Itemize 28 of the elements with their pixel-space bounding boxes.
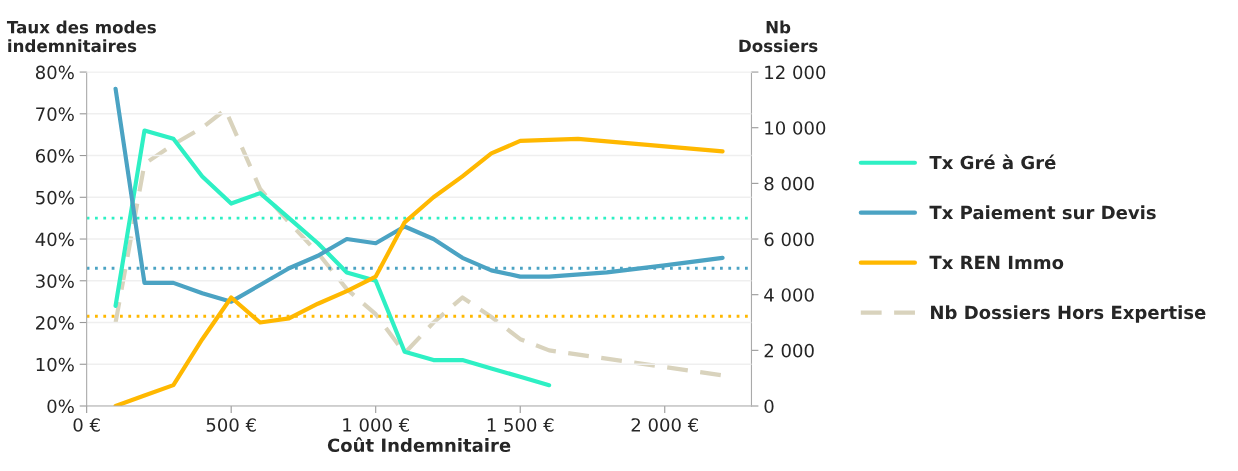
y2-tick-label: 8 000 [764,176,814,191]
x-tick-label: 1 500 € [487,418,554,432]
legend-label: Nb Dossiers Hors Expertise [931,305,1206,323]
x-tick-label: 500 € [206,418,256,432]
y2-axis-title: Nb Dossiers [739,20,818,53]
y-tick-label: 30% [36,274,74,288]
x-tick-label: 0 € [73,418,100,432]
legend-label: Tx REN Immo [929,255,1064,270]
y2-tick-label: 10 000 [765,121,826,135]
y-tick-label: 80% [35,65,74,80]
x-axis-title: Coût Indemnitaire [327,437,511,453]
y-tick-label: 10% [36,357,74,372]
legend-label: Tx Paiement sur Devis [929,205,1156,220]
y2-tick-label: 6 000 [764,232,814,247]
legend-label: Tx Gré à Gré [929,154,1056,170]
x-tick-label: 2 000 € [631,418,699,432]
y-tick-label: 60% [35,149,74,163]
y-tick-label: 0% [47,399,74,414]
y2-tick-label: 2 000 [764,343,814,358]
y-tick-label: 40% [35,232,74,247]
y-axis-title: Taux des modes indemnitaires [6,20,156,53]
y2-tick-label: 12 000 [765,65,826,80]
x-tick-label: 1 000 € [343,418,409,432]
y2-tick-label: 0 [764,399,774,414]
y-tick-label: 20% [36,315,74,330]
y2-tick-label: 4 000 [764,288,814,302]
y-tick-label: 70% [36,107,74,121]
y-tick-label: 50% [36,190,74,205]
